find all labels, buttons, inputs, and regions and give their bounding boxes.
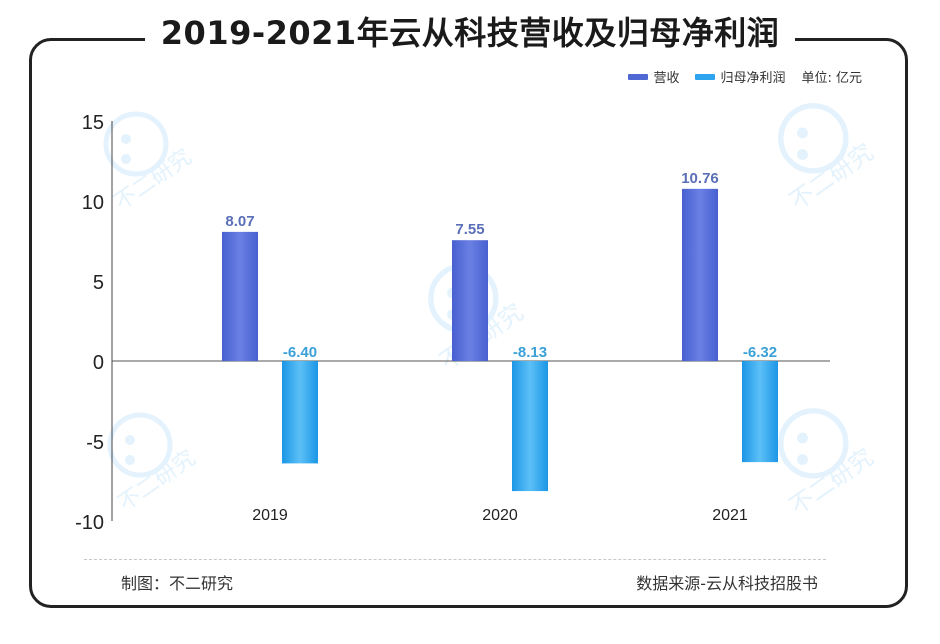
data-label-revenue-2021: 10.76 [681, 170, 719, 187]
bar-net-profit-2020 [512, 361, 548, 492]
y-tick-label: -5 [86, 432, 104, 454]
legend: 营收 归母净利润 单位: 亿元 [628, 67, 862, 86]
x-tick-label: 2019 [252, 507, 288, 524]
footer-source: 数据来源-云从科技招股书 [636, 574, 818, 593]
y-tick-label: 10 [82, 192, 104, 214]
watermark-logo: 不二研究 [96, 104, 216, 228]
y-tick-label: 5 [93, 272, 104, 294]
data-label-revenue-2019: 8.07 [225, 213, 254, 230]
data-label-revenue-2020: 7.55 [455, 221, 484, 238]
chart-title: 2019-2021年云从科技营收及归母净利润 [144, 8, 796, 54]
watermark-icon: 不二研究 [107, 412, 200, 517]
legend-unit: 单位: 亿元 [801, 71, 862, 86]
legend-item-revenue: 营收 [628, 67, 679, 86]
bar-revenue-2021 [682, 188, 718, 361]
chart-title-wrap: 2019-2021年云从科技营收及归母净利润 [0, 8, 940, 54]
watermark-icon: 不二研究 [778, 408, 878, 521]
data-label-net-profit-2021: -6.32 [743, 344, 777, 361]
legend-item-net-profit: 归母净利润 [695, 67, 785, 86]
x-tick-label: 2020 [482, 507, 518, 524]
legend-label-net-profit: 归母净利润 [720, 71, 786, 86]
y-tick-label: 0 [93, 352, 104, 374]
x-tick-label: 2021 [712, 507, 748, 524]
watermark-icon: 不二研究 [778, 103, 878, 216]
watermark-logo: 不二研究 [100, 405, 220, 529]
bar-net-profit-2019 [282, 361, 318, 464]
y-tick-label: 15 [82, 112, 104, 134]
bar-net-profit-2021 [742, 361, 778, 463]
data-label-net-profit-2019: -6.40 [283, 344, 317, 361]
footer-maker: 制图：不二研究 [121, 574, 234, 593]
data-label-net-profit-2020: -8.13 [513, 344, 547, 361]
watermark-icon: 不二研究 [103, 111, 196, 216]
bar-revenue-2019 [222, 231, 258, 361]
bar-revenue-2020 [452, 240, 488, 361]
legend-swatch-revenue [628, 73, 649, 80]
footer-divider [84, 559, 826, 560]
watermark-logo: 不二研究 [770, 95, 900, 229]
y-tick-label: -10 [75, 512, 104, 534]
legend-label-revenue: 营收 [653, 71, 680, 86]
watermark-logo: 不二研究 [770, 400, 900, 534]
legend-swatch-net-profit [695, 73, 716, 80]
